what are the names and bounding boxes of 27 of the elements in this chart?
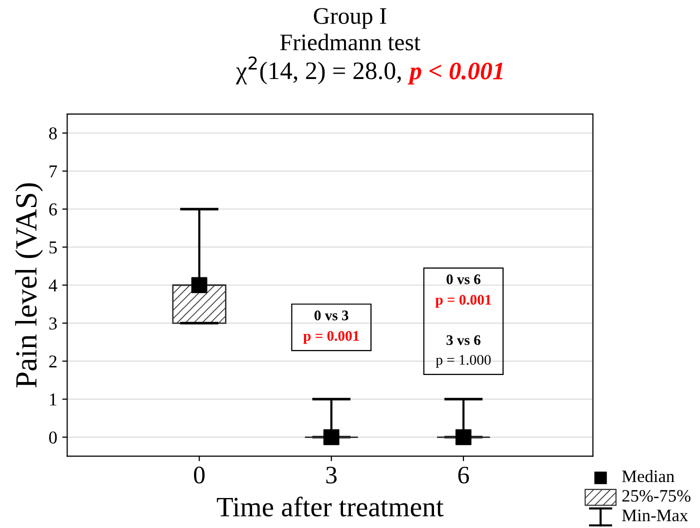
y-tick-label: 2 (49, 355, 56, 368)
text: χ$^{2}$(14, 2) = 28.0, (236, 56, 401, 84)
y-tick-label: 8 (49, 127, 57, 140)
annotation: p = 1.000 (436, 354, 491, 368)
annotation: 3 vs 6 (446, 335, 480, 346)
y-tick-label: 5 (50, 242, 57, 254)
x-tick-label: 6 (458, 466, 469, 484)
annotation: p = 0.001 (435, 294, 491, 308)
y-tick-label: 3 (49, 317, 57, 330)
y-tick-label: 0 (49, 431, 57, 444)
y-axis-title: Pain level (VAS) (15, 183, 43, 388)
x-axis-title: Time after treatment (216, 496, 444, 516)
x-tick-label: 0 (194, 466, 205, 484)
annotation: p = 0.001 (303, 331, 359, 344)
text: p < 0.001 (408, 62, 502, 85)
y-tick-label: 7 (50, 166, 57, 178)
y-tick-label: 1 (50, 394, 56, 406)
text: 25%-75% (622, 490, 690, 502)
y-tick-label: 4 (48, 280, 58, 292)
chart-subtitle: Friedmann test (280, 34, 420, 50)
chart-title: Group I (314, 8, 386, 29)
annotation: 0 vs 3 (314, 310, 348, 320)
text: Min-Max (622, 510, 688, 522)
y-tick-label: 6 (49, 203, 57, 216)
x-tick-label: 3 (326, 466, 337, 484)
annotation: 0 vs 6 (446, 274, 480, 284)
text: Median (622, 470, 674, 482)
